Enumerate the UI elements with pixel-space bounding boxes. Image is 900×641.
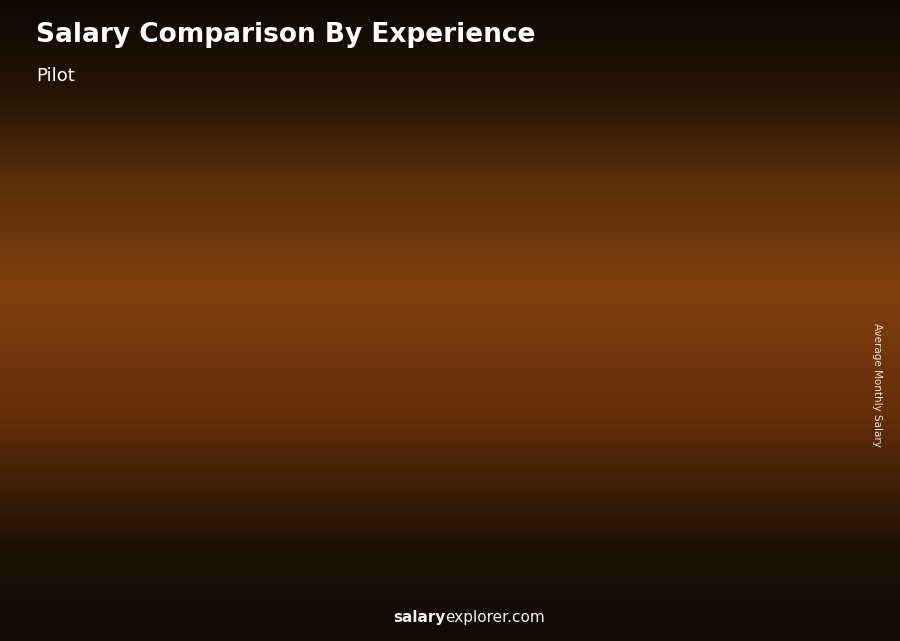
Bar bbox=[343, 387, 412, 394]
Bar bbox=[216, 441, 220, 577]
Polygon shape bbox=[702, 19, 723, 30]
Bar bbox=[724, 309, 793, 319]
Bar bbox=[281, 441, 285, 577]
Polygon shape bbox=[702, 19, 842, 93]
Text: +7%: +7% bbox=[547, 171, 589, 189]
Bar bbox=[343, 390, 347, 577]
Bar bbox=[702, 56, 842, 93]
Polygon shape bbox=[702, 19, 762, 93]
Bar bbox=[408, 390, 412, 577]
Polygon shape bbox=[702, 19, 842, 93]
Bar bbox=[597, 329, 601, 577]
Bar bbox=[597, 326, 666, 335]
Bar bbox=[597, 329, 666, 577]
FancyArrowPatch shape bbox=[413, 335, 464, 379]
Bar bbox=[89, 472, 158, 577]
Bar bbox=[89, 472, 94, 577]
Bar bbox=[702, 19, 842, 56]
Text: +24%: +24% bbox=[414, 225, 468, 243]
Text: Pilot: Pilot bbox=[36, 67, 75, 85]
Bar bbox=[470, 342, 539, 351]
Bar bbox=[343, 390, 412, 577]
FancyArrowPatch shape bbox=[286, 380, 337, 431]
Bar bbox=[154, 472, 158, 577]
Bar bbox=[724, 312, 793, 577]
Text: explorer.com: explorer.com bbox=[446, 610, 545, 625]
FancyArrowPatch shape bbox=[669, 298, 717, 319]
Bar bbox=[216, 440, 285, 445]
Text: +38%: +38% bbox=[287, 301, 341, 319]
Text: +29%: +29% bbox=[160, 385, 214, 403]
Text: 33,500 ZAR: 33,500 ZAR bbox=[88, 484, 159, 494]
Bar bbox=[788, 312, 793, 577]
Bar bbox=[768, 58, 842, 60]
Bar bbox=[89, 470, 158, 474]
Text: 84,200 ZAR: 84,200 ZAR bbox=[722, 344, 794, 354]
Text: Average Monthly Salary: Average Monthly Salary bbox=[872, 322, 883, 447]
Text: Salary Comparison By Experience: Salary Comparison By Experience bbox=[36, 22, 536, 49]
Text: 78,900 ZAR: 78,900 ZAR bbox=[595, 358, 667, 369]
Bar bbox=[470, 345, 474, 577]
Text: 43,100 ZAR: 43,100 ZAR bbox=[215, 458, 286, 467]
Bar bbox=[662, 329, 666, 577]
Text: salary: salary bbox=[393, 610, 446, 625]
FancyArrowPatch shape bbox=[541, 314, 590, 335]
Text: 73,700 ZAR: 73,700 ZAR bbox=[469, 373, 540, 383]
Text: +7%: +7% bbox=[674, 123, 716, 141]
Bar bbox=[535, 345, 539, 577]
Text: 59,500 ZAR: 59,500 ZAR bbox=[342, 412, 413, 422]
Bar bbox=[216, 441, 285, 577]
FancyArrowPatch shape bbox=[160, 428, 210, 461]
Polygon shape bbox=[702, 82, 723, 93]
Bar bbox=[470, 345, 539, 577]
Bar bbox=[768, 53, 842, 54]
Bar bbox=[724, 312, 728, 577]
